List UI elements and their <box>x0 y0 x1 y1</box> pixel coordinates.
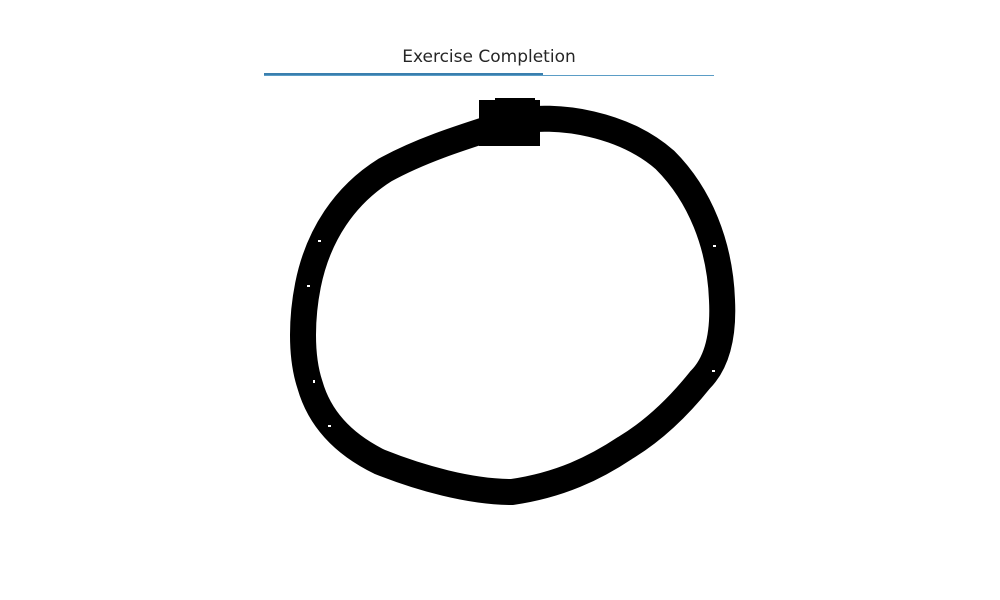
progress-bar-track <box>264 75 714 76</box>
stroke-start-blob <box>479 100 540 146</box>
stroke-start-blob-edge <box>495 98 535 104</box>
progress-bar-fill <box>264 73 543 75</box>
page-title: Exercise Completion <box>402 47 576 67</box>
drawn-circle-stroke <box>290 105 736 505</box>
stroke-specks <box>307 240 716 427</box>
